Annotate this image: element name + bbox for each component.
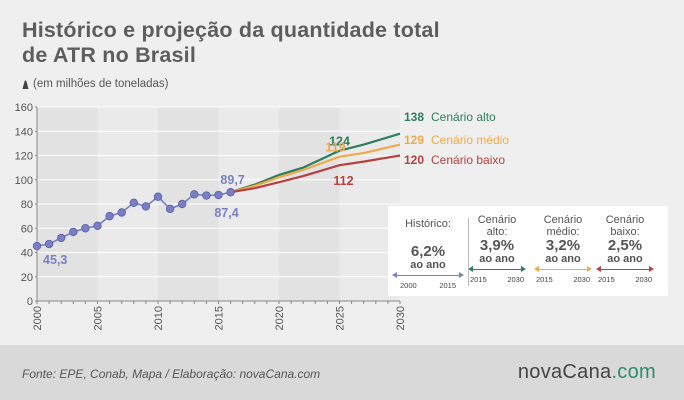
- stat-baixo: Cenário baixo: 2,5% ao ano 2015 2030: [596, 214, 654, 284]
- double-arrow-icon: [468, 266, 526, 274]
- data-label: 45,3: [43, 253, 67, 267]
- stat-medio: Cenário médio: 3,2% ao ano 2015 2030: [534, 214, 592, 284]
- stat-label: Cenário alto:: [477, 214, 517, 238]
- y-tick-label: 0: [27, 296, 33, 308]
- historic-point: [32, 241, 42, 251]
- series-line-medio: [230, 143, 401, 194]
- growth-rates-box: Histórico: 6,2% ao ano 2000 2015 Cenário alto…: [388, 206, 668, 296]
- stat-year-from: 2015: [470, 275, 487, 284]
- x-tick-label: 2030: [395, 306, 407, 330]
- stat-percent: 6,2%: [410, 243, 446, 260]
- end-label-name: Cenário baixo: [431, 153, 505, 167]
- end-label-value: 120: [404, 153, 424, 167]
- series-line-alto: [230, 132, 401, 194]
- x-tick-label: 2025: [335, 306, 347, 330]
- end-label-name: Cenário alto: [431, 110, 496, 124]
- stat-years: 2015 2030: [534, 275, 592, 284]
- historic-point: [141, 202, 151, 211]
- historic-point: [177, 199, 187, 209]
- historic-point: [214, 190, 223, 200]
- stats-divider: [468, 218, 469, 286]
- stat-year-to: 2015: [439, 281, 456, 290]
- unit-note-text: (em milhões de toneladas): [33, 78, 169, 90]
- x-tick-label: 2015: [214, 306, 226, 330]
- historic-point: [165, 204, 175, 214]
- chart-title: Histórico e projeção da quantidade total…: [22, 18, 440, 67]
- historic-point: [69, 227, 78, 237]
- stat-unit: ao ano: [410, 259, 446, 271]
- stat-percent: 3,2%: [545, 237, 581, 254]
- double-arrow-icon: [392, 272, 464, 280]
- y-tick-label: 100: [15, 175, 33, 187]
- end-label-value: 129: [404, 133, 424, 147]
- double-arrow-icon: [596, 266, 654, 274]
- x-tick-label: 2005: [93, 306, 105, 330]
- data-label: 89,7: [220, 173, 244, 187]
- historic-point: [57, 233, 66, 243]
- source-note: Fonte: EPE, Conab, Mapa / Elaboração: no…: [22, 367, 321, 381]
- historic-point: [93, 221, 102, 231]
- x-tick-label: 2020: [274, 306, 286, 330]
- stat-percent: 3,9%: [479, 237, 515, 254]
- y-tick-label: 160: [15, 102, 33, 114]
- historic-point: [44, 239, 54, 249]
- stat-year-to: 2030: [507, 275, 524, 284]
- unit-note: (em milhões de toneladas): [22, 78, 169, 90]
- historic-point: [226, 188, 235, 197]
- data-label: 112: [333, 174, 353, 188]
- historic-point: [129, 198, 138, 207]
- end-label-name: Cenário médio: [431, 133, 509, 147]
- weight-icon: [22, 80, 29, 89]
- y-tick-label: 80: [21, 199, 33, 211]
- stat-label: Cenário médio:: [543, 214, 583, 238]
- historic-point: [117, 208, 126, 217]
- stat-unit: ao ano: [545, 253, 581, 265]
- stat-years: 2000 2015: [392, 281, 464, 290]
- stat-alto: Cenário alto: 3,9% ao ano 2015 2030: [468, 214, 526, 284]
- series-line-baixo: [230, 154, 401, 194]
- novacana-logo: novaCana.com: [518, 361, 656, 384]
- historic-point: [153, 192, 163, 201]
- line-chart: 0 20 40 60 80 100 120 140 160 2000 2005 2010 2015 202…: [15, 102, 510, 330]
- stat-label: Cenário baixo:: [605, 214, 645, 238]
- stat-year-from: 2000: [400, 281, 417, 290]
- data-label: 119: [325, 141, 345, 155]
- stat-percent: 2,5%: [607, 237, 643, 254]
- data-label: 87,4: [214, 206, 238, 220]
- end-label-value: 138: [404, 110, 424, 124]
- stat-unit: ao ano: [479, 253, 515, 265]
- footer: Fonte: EPE, Conab, Mapa / Elaboração: no…: [0, 345, 684, 400]
- x-tick-label: 2000: [32, 306, 44, 330]
- stat-year-from: 2015: [598, 275, 615, 284]
- stat-years: 2015 2030: [468, 275, 526, 284]
- x-tick-label: 2010: [153, 306, 165, 330]
- logo-suffix: .com: [611, 361, 656, 383]
- stat-historic: Histórico: 6,2% ao ano 2000 2015: [392, 214, 464, 290]
- y-tick-label: 40: [21, 248, 33, 260]
- stat-year-from: 2015: [536, 275, 553, 284]
- stat-year-to: 2030: [573, 275, 590, 284]
- historic-point: [202, 191, 211, 200]
- logo-main: novaCana: [517, 361, 612, 383]
- stat-label: Histórico:: [405, 218, 451, 230]
- y-tick-label: 20: [21, 272, 33, 284]
- data-label: 124: [329, 135, 350, 149]
- stat-year-to: 2030: [635, 275, 652, 284]
- y-tick-label: 120: [15, 151, 33, 163]
- y-tick-label: 140: [15, 126, 33, 138]
- historic-point: [190, 190, 199, 199]
- stat-years: 2015 2030: [596, 275, 654, 284]
- historic-point: [81, 224, 90, 233]
- stat-unit: ao ano: [607, 253, 643, 265]
- double-arrow-icon: [534, 266, 592, 274]
- historic-point: [105, 211, 114, 221]
- y-tick-label: 60: [21, 223, 33, 235]
